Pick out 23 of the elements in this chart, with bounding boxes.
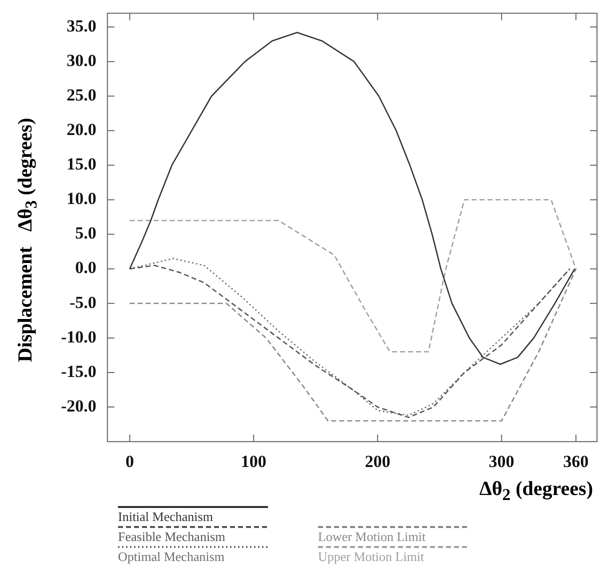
y-tick-label: 20.0: [66, 120, 96, 140]
y-tick-label: 10.0: [66, 189, 96, 208]
y-tick-label: 25.0: [66, 86, 96, 105]
y-tick-label: -15.0: [60, 362, 96, 381]
y-tick-label: 0.0: [75, 258, 96, 278]
x-tick-label: 360: [563, 452, 589, 472]
x-tick-label: 100: [240, 452, 266, 472]
y-tick-label: 5.0: [75, 224, 96, 243]
text: Feasible Mechanism: [118, 529, 226, 545]
y-tick-label: 15.0: [66, 154, 96, 174]
y-tick-label: 35.0: [66, 16, 96, 36]
text: Optimal Mechanism: [118, 549, 226, 565]
x-axis-title: Δθ$_{2}$ (degrees): [479, 478, 593, 505]
x-tick-label: 0: [125, 452, 134, 472]
y-tick-label: -5.0: [69, 292, 96, 312]
y-tick-label: -10.0: [60, 327, 96, 346]
text: Upper Motion Limit: [318, 549, 426, 565]
x-tick-label: 300: [488, 452, 514, 472]
x-tick-label: 200: [364, 452, 390, 472]
y-tick-label: 30.0: [66, 50, 96, 70]
text: Lower Motion Limit: [318, 529, 427, 545]
y-tick-label: -20.0: [60, 396, 96, 416]
text: Initial Mechanism: [118, 509, 214, 525]
